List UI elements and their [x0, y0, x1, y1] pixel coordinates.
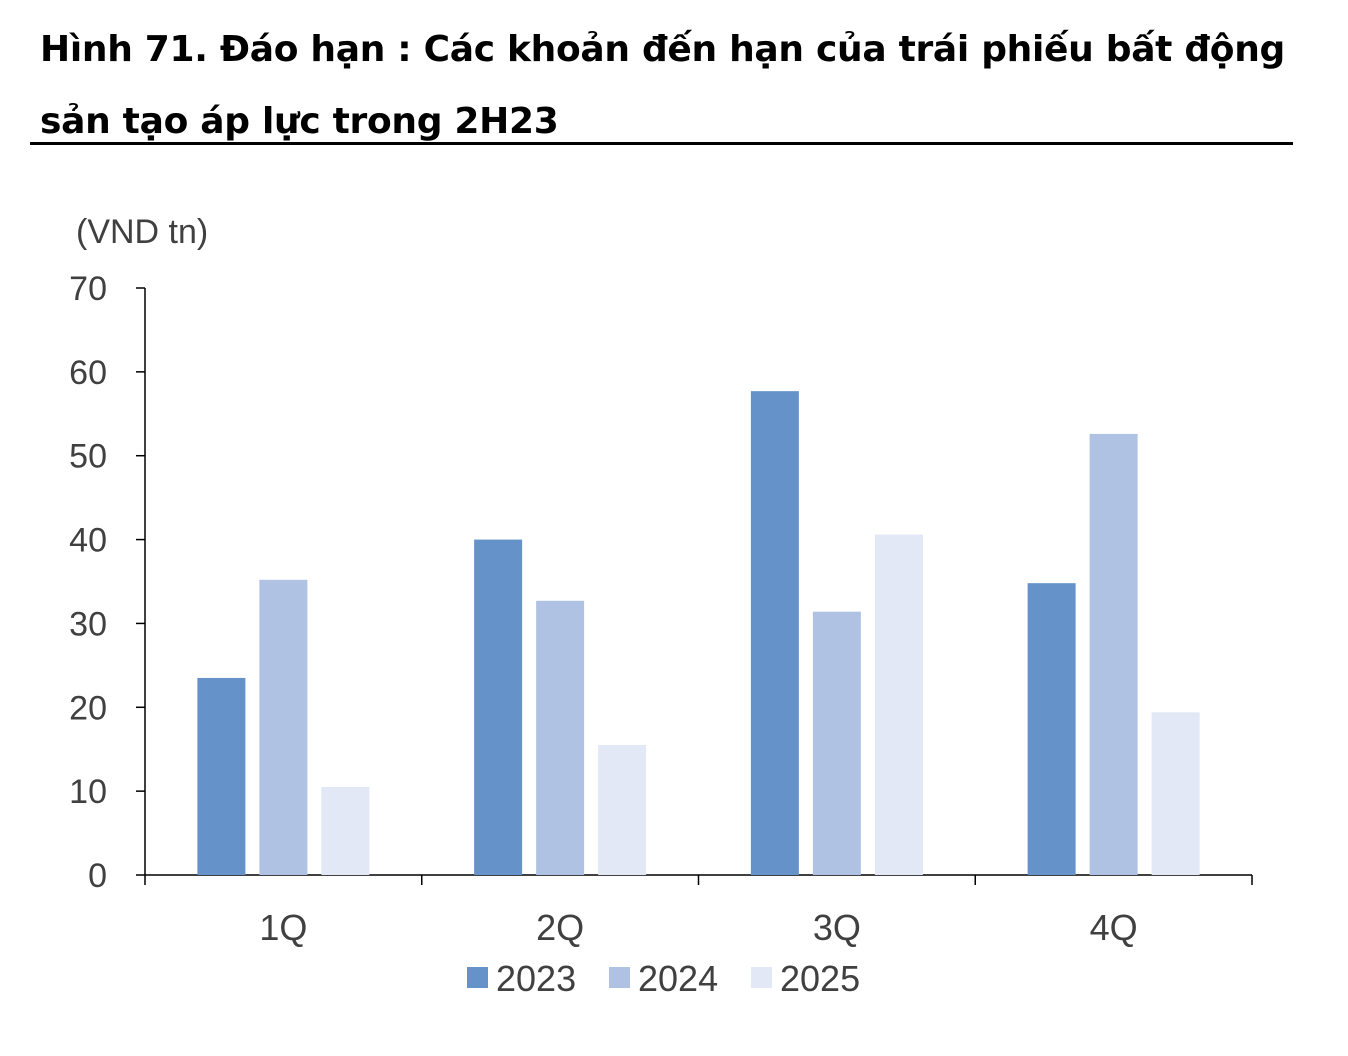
bar-2023-1Q — [197, 677, 246, 875]
y-tick-label: 0 — [88, 857, 107, 895]
x-tick-label: 4Q — [1090, 907, 1138, 948]
bar-2023-3Q — [750, 391, 799, 875]
y-tick-label: 40 — [69, 522, 107, 560]
bar-2025-3Q — [874, 534, 923, 875]
legend-label: 2024 — [638, 958, 718, 999]
chart-legend: 2023 2024 2025 — [467, 958, 860, 999]
legend-swatch — [609, 967, 630, 988]
bar-2024-4Q — [1089, 433, 1138, 875]
y-tick-label: 10 — [69, 773, 107, 811]
bar-2025-4Q — [1151, 712, 1200, 875]
x-tick-label: 3Q — [813, 907, 861, 948]
bar-2025-1Q — [321, 786, 370, 875]
y-unit-label: (VND tn) — [76, 213, 208, 251]
y-tick-label: 60 — [69, 354, 107, 392]
title-divider — [30, 142, 1293, 145]
x-tick-label: 2Q — [536, 907, 584, 948]
legend-label: 2025 — [780, 958, 860, 999]
bar-2024-2Q — [536, 600, 585, 875]
legend-swatch — [751, 967, 772, 988]
y-tick-label: 70 — [69, 270, 107, 308]
bar-2025-2Q — [598, 745, 647, 875]
bar-2024-3Q — [812, 611, 861, 875]
bar-2024-1Q — [259, 579, 308, 875]
bar-2023-4Q — [1027, 583, 1076, 875]
x-tick-label: 1Q — [259, 907, 307, 948]
y-tick-label: 50 — [69, 438, 107, 476]
figure-title: Hình 71. Đáo hạn : Các khoản đến hạn của… — [40, 29, 1286, 142]
bar-2023-2Q — [474, 539, 523, 875]
y-tick-label: 20 — [69, 689, 107, 727]
chart-axes: 0 10 20 30 40 50 60 70 1Q 2Q 3Q 4Q — [69, 270, 1253, 948]
legend-label: 2023 — [496, 958, 576, 999]
legend-swatch — [467, 967, 488, 988]
y-tick-label: 30 — [69, 605, 107, 643]
chart-bars — [197, 391, 1200, 875]
